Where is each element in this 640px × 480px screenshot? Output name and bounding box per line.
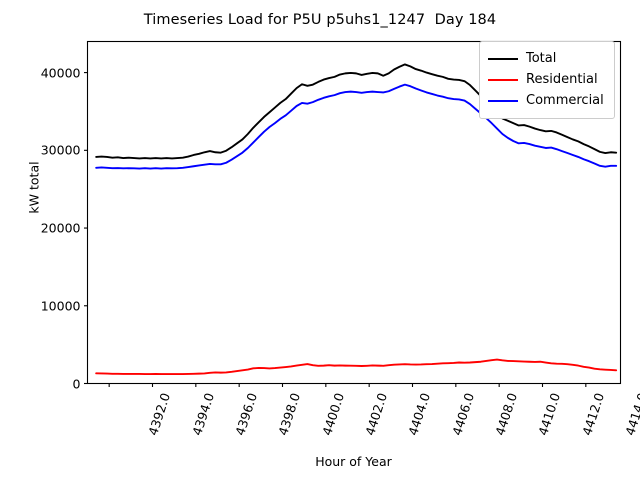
chart-legend: Total Residential Commercial (479, 41, 615, 119)
legend-item-commercial: Commercial (488, 90, 606, 111)
chart-title: Timeseries Load for P5U p5uhs1_1247 Day … (143, 12, 497, 28)
series-line-commercial (95, 83, 618, 170)
y-tick-label: 10000 (40, 298, 81, 314)
y-tick-label: 0 (72, 376, 81, 391)
legend-item-total: Total (488, 48, 606, 69)
series-line-total (95, 63, 618, 160)
legend-label: Commercial (526, 93, 604, 108)
y-tick-label: 20000 (40, 220, 81, 236)
legend-label: Residential (526, 72, 598, 87)
legend-item-residential: Residential (488, 69, 606, 90)
series-line-residential (95, 358, 618, 376)
x-axis-label: Hour of Year (315, 454, 392, 469)
y-tick-label: 30000 (40, 142, 81, 158)
legend-color-swatch (488, 99, 518, 102)
legend-color-swatch (488, 78, 518, 81)
legend-label: Total (526, 51, 557, 66)
y-tick-label: 40000 (40, 65, 81, 81)
legend-color-swatch (488, 57, 518, 60)
